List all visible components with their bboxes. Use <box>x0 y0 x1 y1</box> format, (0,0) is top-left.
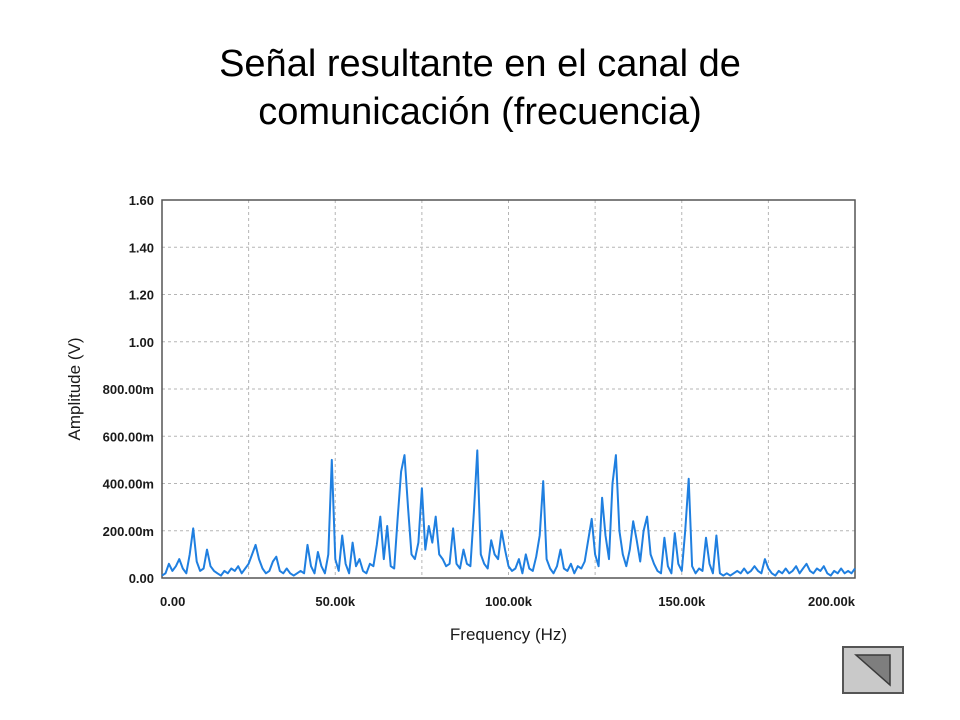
back-triangle-icon <box>854 654 891 687</box>
slide-title-line-1: Señal resultante en el canal de <box>219 43 741 85</box>
y-tick-label: 800.00m <box>103 382 154 397</box>
chart-grid <box>161 199 856 579</box>
y-tick-label: 400.00m <box>103 477 154 492</box>
slide-title-line-2: comunicación (frecuencia) <box>258 91 702 133</box>
y-axis-label: Amplitude (V) <box>65 338 84 441</box>
x-tick-label: 50.00k <box>315 594 356 609</box>
y-tick-label: 1.20 <box>129 288 154 303</box>
slide-title: Señal resultante en el canal de comunica… <box>0 40 960 136</box>
x-tick-label: 150.00k <box>658 594 706 609</box>
x-axis-label: Frequency (Hz) <box>450 625 567 644</box>
x-tick-label: 100.00k <box>485 594 533 609</box>
x-tick-label: 200.00k <box>808 594 856 609</box>
plot-frame <box>161 199 856 579</box>
y-tick-label: 600.00m <box>103 429 154 444</box>
y-tick-label: 0.00 <box>129 571 154 586</box>
y-tick-label: 1.40 <box>129 240 154 255</box>
series-line <box>161 449 856 577</box>
series-layer <box>161 449 856 577</box>
tick-labels: 0.00 200.00m 400.00m 600.00m 800.00m 1.00 1.20… <box>103 193 856 609</box>
x-tick-label: 0.00 <box>160 594 185 609</box>
y-tick-label: 1.60 <box>129 193 154 208</box>
y-tick-label: 1.00 <box>129 335 154 350</box>
y-tick-label: 200.00m <box>103 524 154 539</box>
back-button[interactable] <box>842 646 904 694</box>
